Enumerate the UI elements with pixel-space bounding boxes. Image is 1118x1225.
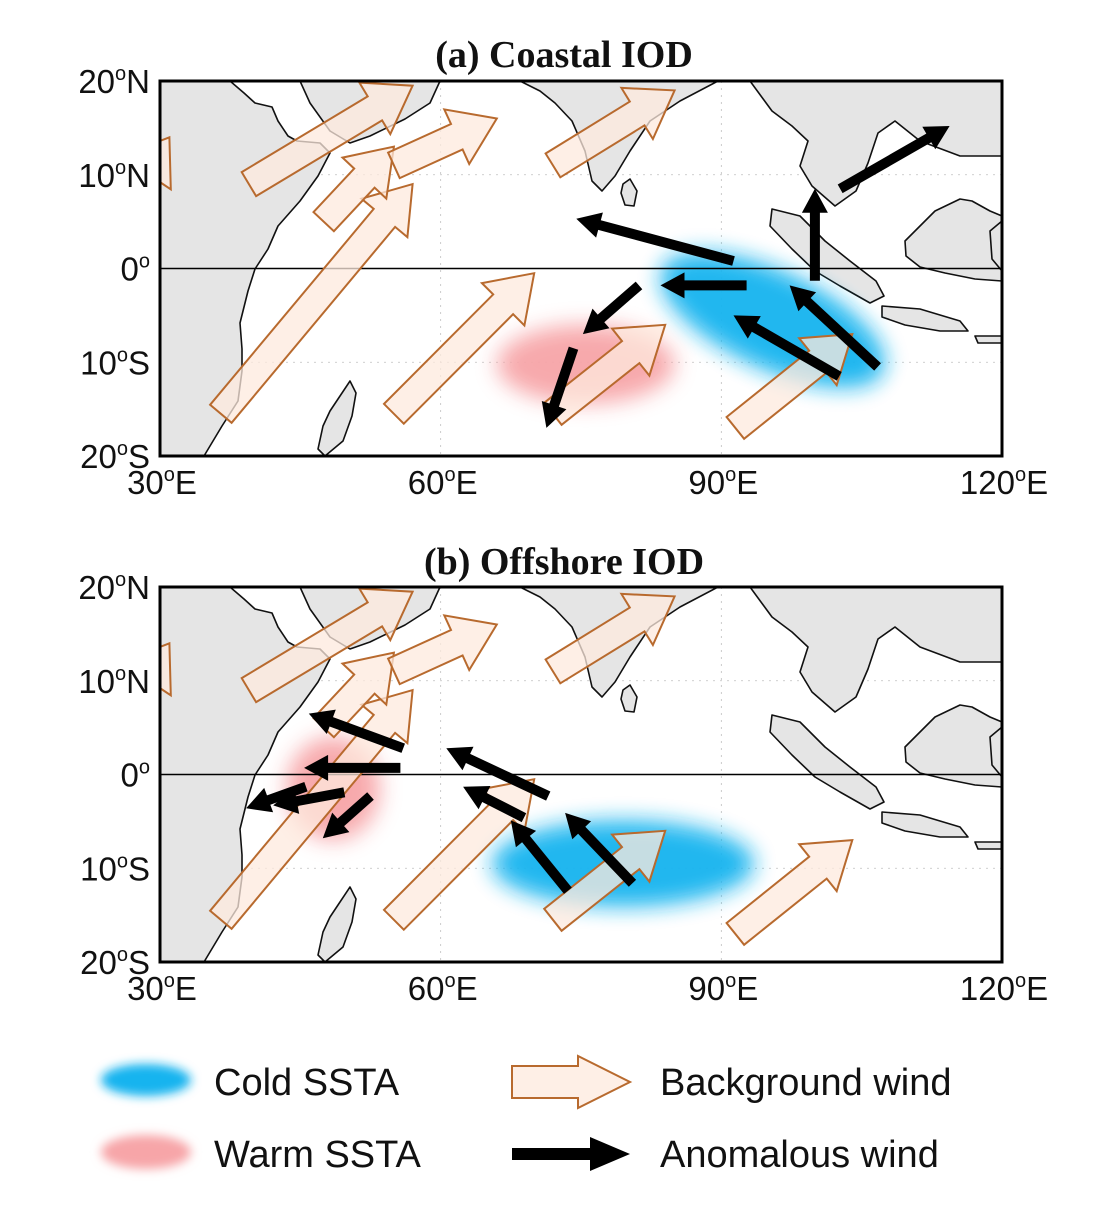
y-tick-label: 10oN (78, 663, 150, 700)
background-wind-arrow (544, 86, 677, 179)
panel-title: (a) Coastal IOD (435, 34, 693, 76)
background-wind-arrow (544, 592, 677, 685)
anomalous-wind-arrow (446, 746, 551, 801)
legend-label-background: Background wind (660, 1062, 952, 1104)
background-wind-arrow (160, 135, 172, 192)
panel-coastal-iod: (a) Coastal IOD 30oE 60oE 90oE 120oE 20oN 10oN… (78, 34, 1048, 501)
anomalous-wind-arrow (576, 212, 735, 266)
anomalous-wind-arrow (308, 709, 405, 753)
map-frame (158, 585, 1004, 964)
y-tick-label: 20oS (80, 438, 150, 475)
legend-anomalous-arrow (512, 1137, 630, 1171)
y-tick-label: 10oN (78, 157, 150, 194)
legend-label-anomalous: Anomalous wind (660, 1134, 939, 1176)
x-tick-label: 60oE (408, 970, 478, 1007)
legend: Cold SSTA Warm SSTA Background wind Anomalo… (101, 1054, 952, 1176)
background-wind-arrow (382, 271, 536, 426)
map-area (160, 587, 1002, 962)
x-tick-label: 60oE (408, 464, 478, 501)
background-wind-arrow (312, 651, 396, 739)
y-tick-label: 10oS (80, 344, 150, 381)
map-frame (158, 79, 1004, 458)
legend-label-cold: Cold SSTA (214, 1062, 400, 1104)
anomalous-wind-arrow (565, 812, 637, 887)
x-tick-label: 120oE (960, 464, 1048, 501)
background-wind-arrow (382, 777, 536, 932)
background-wind-arrow (386, 614, 499, 686)
x-tick-label: 90oE (688, 464, 758, 501)
anomalous-wind-arrow (541, 346, 579, 428)
y-tick-label: 10oS (80, 850, 150, 887)
x-tick-label: 30oE (127, 464, 197, 501)
legend-cold-swatch (101, 1064, 191, 1096)
legend-background-arrow (511, 1054, 633, 1110)
map-area (160, 81, 1002, 456)
x-tick-label: 120oE (960, 970, 1048, 1007)
x-tick-label: 90oE (688, 970, 758, 1007)
anomalous-wind-arrow (304, 754, 401, 781)
anomalous-wind-arrow (510, 820, 572, 894)
background-wind-arrow (160, 641, 172, 698)
x-tick-label: 30oE (127, 970, 197, 1007)
anomalous-wind-arrow (246, 782, 308, 813)
y-tick-label: 0o (121, 251, 150, 288)
legend-warm-swatch (101, 1135, 191, 1169)
anomalous-wind-arrow (789, 285, 881, 371)
background-wind-arrow (386, 108, 499, 180)
y-tick-label: 0o (121, 757, 150, 794)
background-wind-arrow (542, 829, 667, 933)
background-wind-arrow (240, 587, 415, 704)
panel-offshore-iod: (b) Offshore IOD 30oE 60oE 90oE 120oE 20oN 10o… (78, 541, 1048, 1007)
anomalous-wind-arrow (322, 792, 374, 839)
y-tick-label: 20oN (78, 63, 150, 100)
anomalous-wind-arrow (463, 786, 527, 823)
y-tick-label: 20oS (80, 944, 150, 981)
legend-label-warm: Warm SSTA (214, 1134, 422, 1176)
background-wind-arrow (312, 145, 396, 233)
anomalous-wind-arrow (801, 188, 828, 281)
panel-title: (b) Offshore IOD (424, 541, 704, 583)
anomalous-wind-arrow (660, 272, 747, 299)
background-wind-arrow (725, 838, 854, 947)
anomalous-wind-arrow (582, 281, 643, 335)
y-tick-label: 20oN (78, 569, 150, 606)
background-wind-arrow (240, 81, 415, 198)
anomalous-wind-arrow (733, 315, 842, 381)
anomalous-wind-arrow (837, 126, 950, 194)
